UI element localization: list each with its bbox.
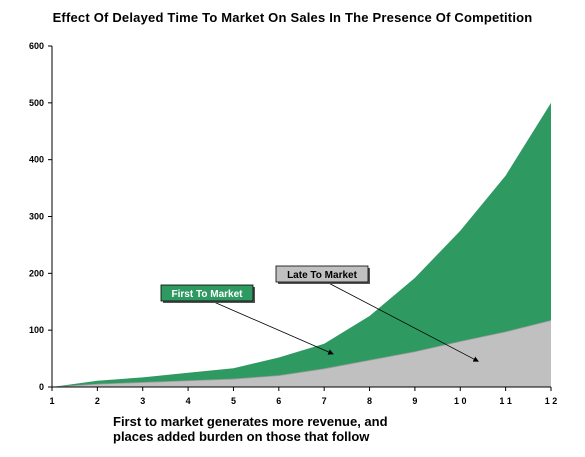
- x-tick-label: 2: [95, 396, 100, 406]
- annotation-box: [275, 265, 369, 283]
- x-tick-label: 5: [231, 396, 236, 406]
- caption-line-2: places added burden on those that follow: [113, 429, 370, 444]
- y-tick-label: 400: [29, 155, 44, 165]
- x-tick-label: 1: [49, 396, 54, 406]
- y-tick-label: 100: [29, 325, 44, 335]
- y-tick-label: 200: [29, 268, 44, 278]
- x-ticks-group: 1 2 3 4 5 6 7 8 9 1 0 1 1 1 2: [49, 387, 557, 406]
- y-tick-label: 600: [29, 41, 44, 51]
- y-tick-label: 500: [29, 98, 44, 108]
- area-series-1: [52, 102, 551, 387]
- x-tick-label: 1 1: [499, 396, 512, 406]
- x-tick-label: 1 0: [454, 396, 467, 406]
- annotation-arrow: [211, 300, 334, 355]
- x-tick-label: 9: [412, 396, 417, 406]
- chart-title: Effect Of Delayed Time To Market On Sale…: [52, 10, 533, 25]
- annotation-arrow: [326, 281, 479, 362]
- caption-line-1: First to market generates more revenue, …: [113, 414, 388, 429]
- y-tick-label: 0: [39, 382, 44, 392]
- x-tick-label: 3: [140, 396, 145, 406]
- area-series-group: [51, 102, 552, 388]
- x-tick-label: 4: [186, 396, 191, 406]
- annotation-first-to-market: First To Market: [160, 284, 334, 355]
- chart-caption: First to market generates more revenue, …: [113, 414, 388, 444]
- annotation-label: First To Market: [172, 289, 244, 300]
- annotation-box: [160, 284, 254, 302]
- y-ticks-group: 0 100 200 300 400 500 600: [29, 41, 52, 392]
- x-tick-label: 8: [367, 396, 372, 406]
- annotation-late-to-market: Late To Market: [275, 265, 479, 362]
- area-series-0: [52, 320, 551, 387]
- annotation-label: Late To Market: [287, 270, 357, 281]
- x-tick-label: 7: [322, 396, 327, 406]
- y-tick-label: 300: [29, 212, 44, 222]
- series-boundary-line: [51, 320, 552, 388]
- x-tick-label: 1 2: [545, 396, 558, 406]
- annotations-group: Late To Market First To Market: [160, 265, 479, 362]
- x-tick-label: 6: [276, 396, 281, 406]
